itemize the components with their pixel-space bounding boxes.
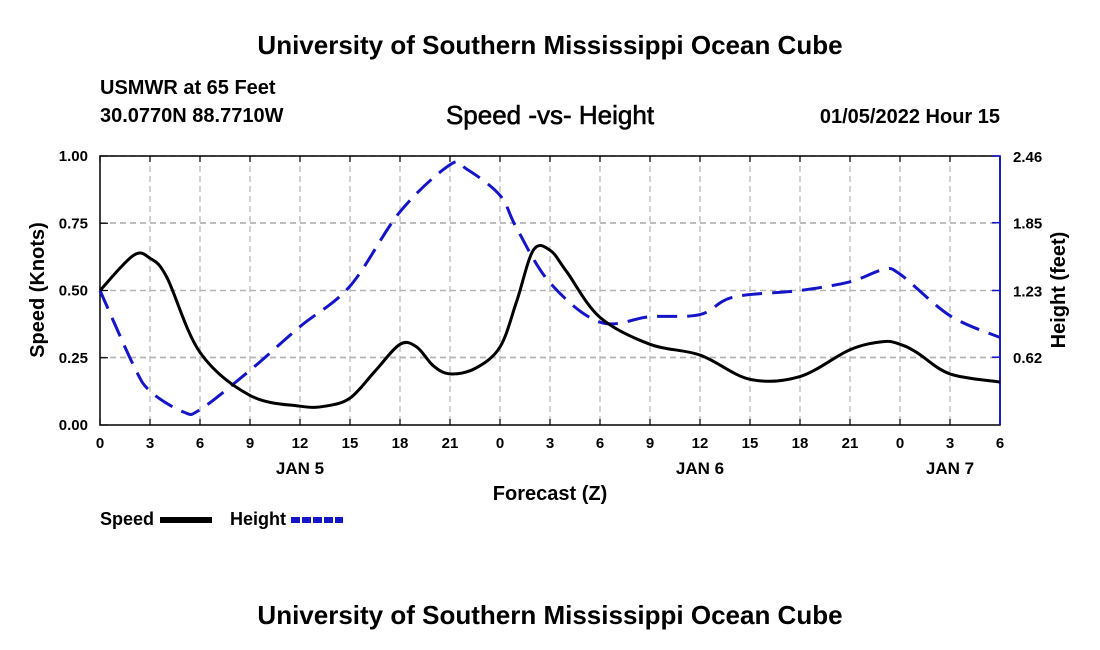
- y-tick-label-left: 0.25: [59, 350, 88, 367]
- x-tick-label: 18: [392, 435, 409, 452]
- day-label: JAN 7: [926, 459, 974, 478]
- x-tick-label: 6: [596, 435, 604, 452]
- x-tick-label: 3: [146, 435, 154, 452]
- x-tick-label: 21: [442, 435, 459, 452]
- x-tick-label: 0: [896, 435, 904, 452]
- y-tick-label-right: 1.85: [1013, 216, 1042, 233]
- x-tick-label: 0: [496, 435, 504, 452]
- y-tick-label-right: 0.62: [1013, 350, 1042, 367]
- chart-title: University of Southern Mississippi Ocean…: [257, 30, 843, 60]
- footer-title: University of Southern Mississippi Ocean…: [257, 600, 843, 630]
- x-tick-label: 3: [946, 435, 954, 452]
- x-tick-label: 12: [292, 435, 309, 452]
- legend-label-speed: Speed: [100, 509, 154, 529]
- y-tick-label-right: 1.23: [1013, 284, 1042, 301]
- chart-subtitle: Speed -vs- Height: [445, 100, 655, 131]
- y-tick-label-left: 0.50: [59, 283, 88, 300]
- x-tick-label: 6: [196, 435, 204, 452]
- y-axis-left-title: Speed (Knots): [27, 222, 49, 358]
- y-tick-label-left: 1.00: [59, 148, 88, 165]
- x-tick-label: 12: [692, 435, 709, 452]
- series-line-height: [98, 160, 1001, 417]
- y-tick-label-right: 2.46: [1013, 149, 1042, 166]
- x-tick-label: 15: [742, 435, 759, 452]
- y-axis-right-title: Height (feet): [1048, 232, 1070, 349]
- x-tick-label: 15: [342, 435, 359, 452]
- x-tick-label: 6: [996, 435, 1004, 452]
- legend-label-height: Height: [230, 509, 286, 529]
- x-tick-label: 0: [96, 435, 104, 452]
- axis-ticks: [99, 155, 1001, 426]
- station-label: USMWR at 65 Feet: [100, 77, 276, 99]
- series-line-speed: [98, 243, 1001, 409]
- x-tick-label: 9: [646, 435, 654, 452]
- x-tick-label: 18: [792, 435, 809, 452]
- forecast-datetime: 01/05/2022 Hour 15: [819, 106, 1000, 128]
- x-tick-label: 3: [546, 435, 554, 452]
- x-tick-label: 9: [246, 435, 254, 452]
- y-tick-label-left: 0.75: [59, 215, 88, 232]
- coordinates-label: 30.0770N 88.7710W: [100, 105, 284, 127]
- y-tick-label-left: 0.00: [59, 417, 88, 434]
- axis-labels: 0 3 6 9 12 15 18 21 0 3 6 9 12 15 18 21 0 3 6 JAN 5 JAN 6 JAN…: [59, 148, 1042, 478]
- legend: Speed Height: [100, 509, 343, 529]
- series-layer: [98, 160, 1001, 417]
- x-axis-title: Forecast (Z): [493, 483, 607, 505]
- day-label: JAN 5: [276, 459, 324, 478]
- x-tick-label: 21: [842, 435, 859, 452]
- day-label: JAN 6: [676, 459, 724, 478]
